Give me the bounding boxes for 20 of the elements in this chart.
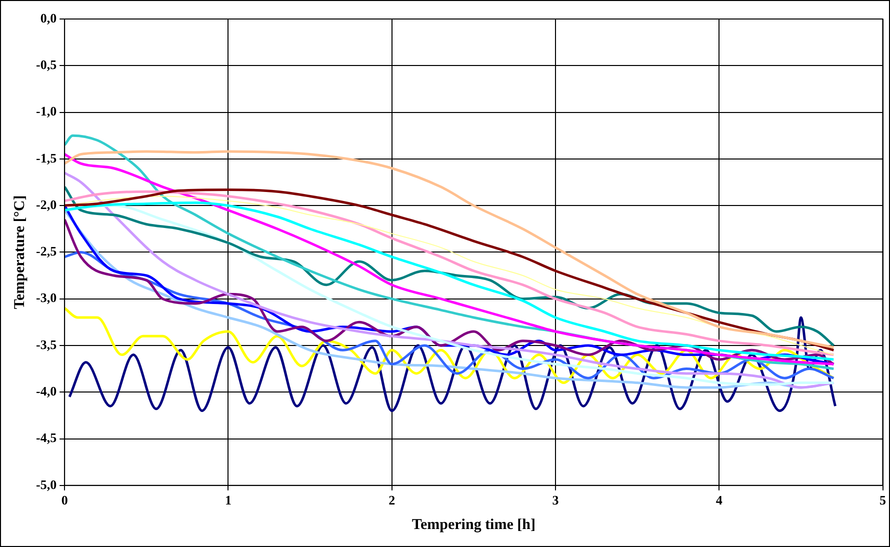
x-tick-label: 5 <box>880 492 886 508</box>
x-axis-title: Tempering time [h] <box>412 516 536 533</box>
y-tick-label: -4,0 <box>36 383 57 398</box>
y-tick-label: -3,0 <box>36 290 57 306</box>
x-tick-label: 0 <box>61 492 68 508</box>
x-tick-label: 1 <box>224 492 232 508</box>
y-tick-label: -5,0 <box>36 476 57 492</box>
x-tick-label: 3 <box>552 492 560 508</box>
y-tick-label: -1,5 <box>36 150 58 166</box>
x-tick-label: 4 <box>716 492 723 508</box>
y-tick-label: -4,5 <box>36 430 58 446</box>
y-tick-label: -1,0 <box>36 104 57 119</box>
y-tick-label: 0,0 <box>40 10 57 26</box>
y-tick-label: -2,5 <box>36 244 58 259</box>
y-tick-label: -0,5 <box>36 57 58 72</box>
y-axis-title: Temperature [°C] <box>12 195 28 310</box>
y-tick-label: -2,0 <box>36 196 57 212</box>
y-tick-label: -3,5 <box>36 336 58 352</box>
line-series <box>64 172 835 389</box>
x-tick-label: 2 <box>388 492 396 508</box>
